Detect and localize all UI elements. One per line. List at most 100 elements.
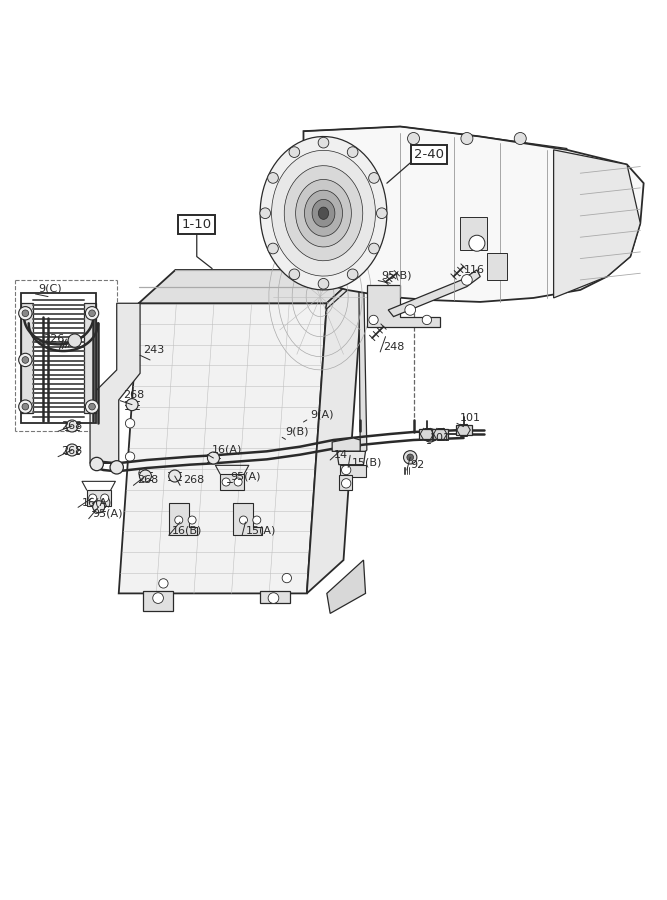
Circle shape: [110, 461, 123, 474]
Circle shape: [282, 573, 291, 582]
Circle shape: [514, 132, 526, 145]
Circle shape: [289, 269, 299, 280]
Polygon shape: [432, 428, 448, 439]
Circle shape: [89, 310, 95, 317]
Circle shape: [85, 307, 99, 320]
Polygon shape: [312, 200, 335, 227]
Text: 101: 101: [430, 433, 451, 443]
Polygon shape: [307, 270, 364, 593]
Polygon shape: [284, 166, 363, 261]
Text: 268: 268: [137, 475, 158, 485]
Circle shape: [125, 418, 135, 428]
Text: 14: 14: [334, 450, 348, 460]
Polygon shape: [260, 591, 290, 603]
Polygon shape: [272, 127, 644, 302]
Circle shape: [188, 516, 196, 524]
Circle shape: [376, 208, 387, 219]
Text: 95(A): 95(A): [230, 472, 261, 482]
Circle shape: [89, 403, 95, 410]
Text: 268: 268: [61, 421, 83, 431]
Circle shape: [469, 235, 485, 251]
Text: 9(A): 9(A): [310, 410, 334, 419]
Circle shape: [342, 479, 351, 488]
Circle shape: [405, 304, 416, 315]
Bar: [87, 490, 111, 506]
Polygon shape: [260, 137, 387, 290]
Circle shape: [90, 457, 103, 471]
Circle shape: [267, 243, 278, 254]
Text: 16(A): 16(A): [212, 445, 243, 455]
Circle shape: [348, 147, 358, 158]
Circle shape: [407, 454, 414, 461]
Text: 116: 116: [464, 265, 484, 274]
Circle shape: [462, 274, 472, 285]
Polygon shape: [318, 207, 329, 220]
Polygon shape: [119, 303, 327, 593]
Text: 16(A): 16(A): [81, 497, 112, 507]
Polygon shape: [327, 560, 366, 614]
Circle shape: [318, 278, 329, 289]
Circle shape: [139, 470, 151, 482]
Polygon shape: [295, 179, 352, 247]
Text: 16(B): 16(B): [172, 525, 203, 535]
Circle shape: [125, 452, 135, 462]
Circle shape: [169, 470, 181, 482]
Text: 268: 268: [61, 446, 83, 456]
Circle shape: [422, 315, 432, 325]
Circle shape: [268, 593, 279, 603]
Bar: [487, 253, 507, 280]
Circle shape: [260, 208, 271, 219]
Polygon shape: [305, 190, 343, 236]
Circle shape: [222, 478, 230, 486]
Polygon shape: [143, 591, 173, 611]
Text: 9(B): 9(B): [285, 427, 309, 437]
Circle shape: [153, 593, 163, 603]
Circle shape: [93, 500, 105, 513]
Circle shape: [424, 428, 437, 442]
Text: 226: 226: [43, 334, 65, 344]
Circle shape: [101, 494, 109, 502]
Circle shape: [22, 403, 29, 410]
Circle shape: [68, 334, 81, 347]
Circle shape: [85, 400, 99, 413]
Text: 95(A): 95(A): [92, 508, 123, 518]
Text: 9(C): 9(C): [39, 284, 62, 293]
Polygon shape: [233, 503, 262, 535]
Bar: [220, 474, 244, 490]
Circle shape: [267, 173, 278, 184]
Polygon shape: [271, 150, 376, 276]
Text: 2-40: 2-40: [414, 148, 444, 161]
Circle shape: [66, 420, 78, 432]
Polygon shape: [332, 438, 360, 451]
Text: 95(B): 95(B): [382, 270, 412, 280]
Polygon shape: [340, 464, 366, 477]
Polygon shape: [169, 503, 197, 535]
Circle shape: [342, 465, 351, 474]
Polygon shape: [388, 270, 480, 317]
Polygon shape: [90, 303, 140, 464]
Circle shape: [159, 579, 168, 588]
Circle shape: [22, 356, 29, 364]
Circle shape: [318, 138, 329, 148]
Circle shape: [139, 469, 148, 478]
Text: 268: 268: [123, 391, 145, 401]
Polygon shape: [325, 270, 367, 464]
Text: 1-10: 1-10: [181, 218, 212, 231]
Circle shape: [19, 307, 32, 320]
Text: 15(B): 15(B): [352, 457, 382, 467]
Text: 248: 248: [384, 342, 405, 352]
Circle shape: [348, 269, 358, 280]
Polygon shape: [339, 475, 352, 490]
Circle shape: [369, 315, 378, 325]
Circle shape: [66, 444, 78, 456]
Circle shape: [369, 243, 380, 254]
Circle shape: [89, 494, 97, 502]
Polygon shape: [337, 451, 366, 464]
Polygon shape: [367, 284, 440, 327]
Circle shape: [404, 451, 417, 464]
Circle shape: [175, 516, 183, 524]
Polygon shape: [21, 303, 33, 413]
Text: 243: 243: [143, 345, 165, 355]
Polygon shape: [139, 270, 364, 303]
Polygon shape: [554, 149, 640, 298]
